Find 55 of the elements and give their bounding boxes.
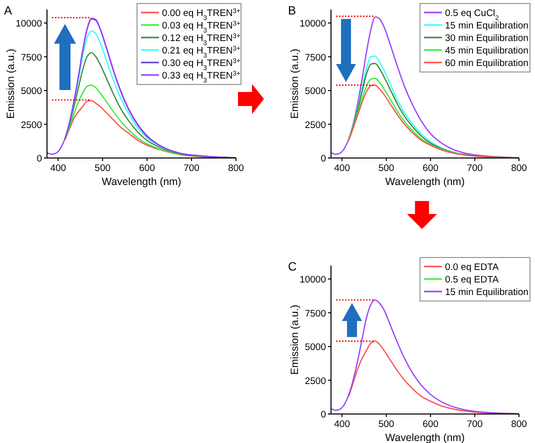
y-tick-label: 0 [320, 410, 326, 420]
chart-title: C [288, 260, 297, 274]
x-tick-label: 500 [378, 419, 394, 430]
x-tick-label: 600 [422, 163, 438, 174]
y-tick-label: 0 [320, 154, 326, 164]
line-series [348, 84, 520, 158]
legend-label: 0.21 eq H$_{3}$TREN$^{3+}$ [162, 45, 240, 59]
line-series [348, 78, 464, 156]
legend-label: 45 min Equilibration [445, 46, 528, 56]
legend-label: 0.5 eq CuCl$_{2}$ [445, 8, 500, 22]
y-tick-label: 10000 [300, 18, 326, 30]
y-tick-label: 5000 [304, 342, 326, 353]
legend-label: 0.00 eq H$_{3}$TREN$^{3+}$ [162, 8, 240, 22]
y-tick-label: 10000 [16, 18, 42, 30]
legend-label: 15 min Equilibration [445, 287, 528, 298]
x-axis-title: Wavelength (nm) [385, 176, 465, 188]
x-tick-label: 800 [228, 163, 244, 174]
x-tick-label: 800 [511, 163, 527, 174]
x-tick-label: 400 [50, 163, 66, 174]
legend-label: 0.30 eq H$_{3}$TREN$^{3+}$ [162, 58, 240, 72]
legend-label: 15 min Equilibration [445, 20, 528, 32]
x-tick-label: 500 [94, 163, 111, 174]
legend-label: 0.33 eq H$_{3}$TREN$^{3+}$ [162, 70, 240, 84]
x-tick-label: 800 [511, 419, 527, 430]
x-tick-label: 400 [334, 163, 350, 174]
y-tick-label: 5000 [20, 86, 42, 97]
x-tick-label: 700 [466, 419, 483, 430]
legend-label: 0.0 eq EDTA [445, 262, 500, 273]
y-tick-label: 0 [36, 154, 42, 164]
x-tick-label: 500 [378, 163, 394, 174]
legend-label: 0.03 eq H$_{3}$TREN$^{3+}$ [162, 20, 240, 34]
legend-label: 0.5 eq EDTA [445, 274, 500, 286]
chart-title: B [288, 4, 296, 18]
y-tick-label: 10000 [300, 274, 326, 286]
y-axis-title: Emission (a.u.) [5, 48, 17, 119]
y-axis-title: Emission (a.u.) [289, 304, 301, 375]
x-tick-label: 700 [466, 163, 483, 174]
x-tick-label: 400 [334, 419, 350, 430]
y-tick-label: 7500 [304, 52, 326, 64]
y-tick-label: 2500 [304, 120, 326, 131]
y-tick-label: 7500 [20, 52, 42, 64]
y-axis-title: Emission (a.u.) [289, 48, 301, 119]
y-tick-label: 5000 [304, 86, 326, 97]
legend-label: 60 min Equilibration [445, 58, 528, 69]
chart-title: A [4, 4, 12, 18]
legend-label: 30 min Equilibration [445, 33, 528, 44]
x-tick-label: 700 [184, 163, 200, 174]
x-tick-label: 600 [422, 419, 438, 430]
y-tick-label: 2500 [304, 376, 326, 387]
x-tick-label: 600 [139, 163, 155, 174]
x-axis-title: Wavelength (nm) [102, 176, 182, 188]
y-tick-label: 2500 [20, 120, 42, 131]
x-axis-title: Wavelength (nm) [385, 432, 465, 443]
y-tick-label: 7500 [304, 308, 326, 320]
legend-label: 0.12 eq H$_{3}$TREN$^{3+}$ [162, 32, 240, 46]
